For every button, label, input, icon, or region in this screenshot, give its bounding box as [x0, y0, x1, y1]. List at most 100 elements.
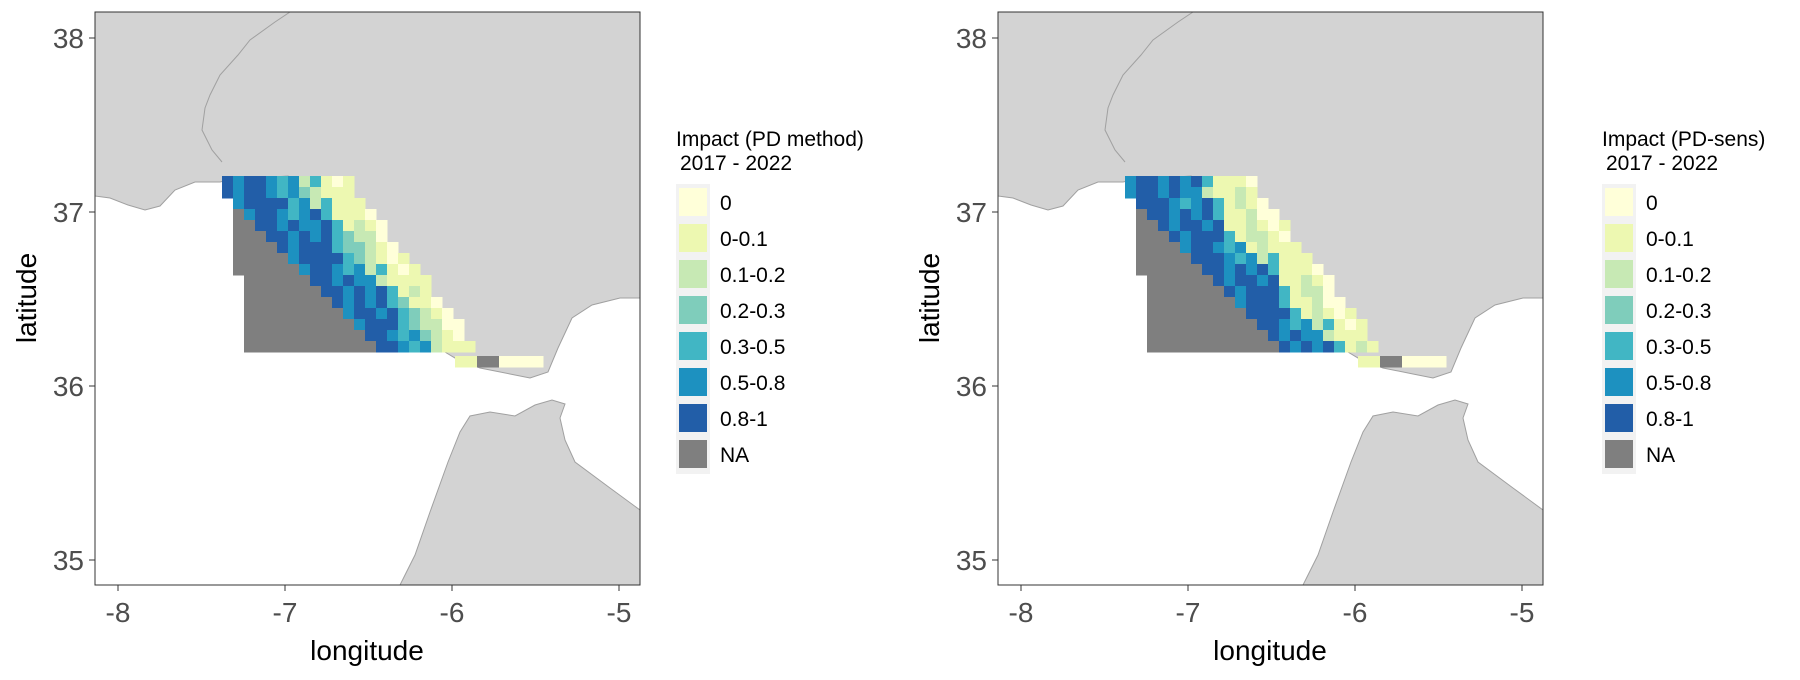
impact-cell	[1202, 198, 1214, 210]
impact-cell	[277, 297, 289, 309]
impact-cell	[1312, 330, 1324, 342]
impact-cell	[266, 275, 278, 287]
impact-cell	[332, 220, 344, 232]
impact-cell	[398, 264, 410, 276]
legend-label: 0.5-0.8	[720, 372, 785, 395]
impact-cell	[1345, 330, 1357, 342]
impact-cell	[431, 308, 443, 320]
y-tick-label: 38	[53, 23, 84, 54]
impact-cell	[288, 286, 300, 298]
impact-cell	[1257, 275, 1269, 287]
legend-label: 0.5-0.8	[1646, 372, 1711, 395]
impact-cell	[299, 308, 311, 320]
impact-cell	[1180, 209, 1192, 221]
impact-cell	[365, 341, 377, 353]
impact-cell	[1180, 264, 1192, 276]
impact-cell	[1224, 286, 1236, 298]
impact-cell	[343, 209, 355, 221]
impact-cell	[1246, 264, 1258, 276]
impact-cell	[310, 264, 322, 276]
impact-cell	[1147, 220, 1159, 232]
impact-cell	[1435, 356, 1447, 368]
impact-cell	[1191, 187, 1203, 199]
impact-cell	[1191, 264, 1203, 276]
impact-cell	[387, 286, 399, 298]
impact-cell	[1224, 330, 1236, 342]
impact-cell	[332, 319, 344, 331]
impact-cell	[255, 297, 267, 309]
y-axis-title: latitude	[11, 253, 42, 343]
impact-cell	[1391, 356, 1403, 368]
legend-label: 0.1-0.2	[720, 264, 785, 287]
impact-cell	[376, 341, 388, 353]
impact-cell	[376, 319, 388, 331]
impact-cell	[1312, 264, 1324, 276]
impact-cell	[310, 275, 322, 287]
impact-cell	[1202, 264, 1214, 276]
impact-cell	[1345, 308, 1357, 320]
impact-cell	[354, 198, 366, 210]
impact-cell	[1268, 242, 1280, 254]
impact-cell	[1158, 187, 1170, 199]
impact-cell	[288, 253, 300, 265]
impact-cell	[321, 253, 333, 265]
impact-cell	[1246, 275, 1258, 287]
impact-cell	[1158, 242, 1170, 254]
impact-cell	[1356, 319, 1368, 331]
panel-border	[997, 11, 1544, 586]
impact-cell	[1345, 319, 1357, 331]
impact-cell	[288, 220, 300, 232]
impact-cell	[321, 264, 333, 276]
impact-cell	[1213, 341, 1225, 353]
impact-cell	[1257, 209, 1269, 221]
impact-cell	[1191, 286, 1203, 298]
impact-cell	[266, 176, 278, 188]
impact-cell	[266, 330, 278, 342]
impact-cell	[1169, 275, 1181, 287]
impact-cell	[1257, 297, 1269, 309]
x-tick-label: -8	[1009, 597, 1034, 628]
impact-cell	[1136, 187, 1148, 199]
impact-cell	[310, 319, 322, 331]
impact-cell	[310, 330, 322, 342]
impact-cell	[420, 319, 432, 331]
impact-cell	[1334, 297, 1346, 309]
legend-swatch	[1605, 368, 1633, 396]
impact-cell	[1369, 356, 1381, 368]
impact-cell	[1246, 330, 1258, 342]
x-axis-title: longitude	[310, 635, 424, 666]
impact-cell	[1323, 319, 1335, 331]
impact-cell	[1147, 264, 1159, 276]
impact-cell	[310, 253, 322, 265]
legend-label: 0-0.1	[720, 228, 768, 251]
impact-cell	[299, 264, 311, 276]
impact-cell	[464, 341, 476, 353]
impact-cell	[431, 330, 443, 342]
impact-cell	[1257, 308, 1269, 320]
impact-cell	[1290, 286, 1302, 298]
impact-cell	[365, 220, 377, 232]
impact-cell	[1268, 308, 1280, 320]
impact-cell	[1279, 319, 1291, 331]
impact-cell	[1191, 341, 1203, 353]
legend-swatch	[679, 224, 707, 252]
impact-cell	[343, 341, 355, 353]
impact-cell	[365, 275, 377, 287]
impact-cell	[376, 275, 388, 287]
impact-cell	[299, 319, 311, 331]
impact-cell	[420, 286, 432, 298]
impact-cell	[1158, 341, 1170, 353]
impact-cell	[1312, 275, 1324, 287]
impact-cell	[1279, 242, 1291, 254]
impact-cell	[1169, 330, 1181, 342]
impact-cell	[244, 231, 256, 243]
impact-cell	[255, 341, 267, 353]
impact-cell	[1279, 341, 1291, 353]
impact-grid-left	[222, 176, 544, 368]
impact-cell	[1169, 297, 1181, 309]
impact-cell	[255, 308, 267, 320]
impact-cell	[1301, 330, 1313, 342]
impact-cell	[1202, 308, 1214, 320]
impact-cell	[1290, 253, 1302, 265]
impact-cell	[1235, 297, 1247, 309]
